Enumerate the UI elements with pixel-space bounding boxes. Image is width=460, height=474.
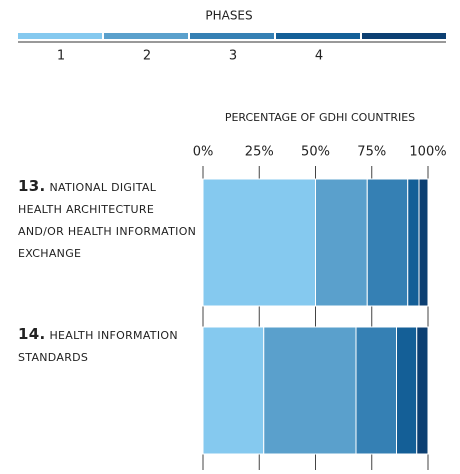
- category-number: 13.: [18, 177, 46, 195]
- category-text: HEALTH INFORMATION STANDARDS: [18, 329, 178, 364]
- bar-segment: [355, 326, 397, 455]
- bar-segment: [366, 178, 409, 307]
- legend-swatch: [104, 33, 188, 39]
- category-number: 14.: [18, 325, 46, 343]
- bar-segment: [396, 326, 418, 455]
- bar-segment: [418, 178, 429, 307]
- legend-swatch: [362, 33, 446, 39]
- legend-label: 4: [315, 49, 323, 64]
- category-label: 13. NATIONAL DIGITAL HEALTH ARCHITECTURE …: [18, 175, 203, 265]
- legend-label: 1: [57, 49, 65, 64]
- x-tick-label: 25%: [245, 145, 274, 160]
- x-tick-label: 50%: [301, 145, 330, 160]
- x-tick-label: 0%: [193, 145, 214, 160]
- bar-segment: [263, 326, 357, 455]
- category-label: 14. HEALTH INFORMATION STANDARDS: [18, 323, 203, 369]
- legend-swatch: [18, 33, 102, 39]
- bar-segment: [407, 178, 420, 307]
- bar-segment: [202, 326, 265, 455]
- category-text: NATIONAL DIGITAL HEALTH ARCHITECTURE AND…: [18, 181, 197, 260]
- bar-segment: [416, 326, 429, 455]
- legend-swatch: [190, 33, 274, 39]
- x-tick-label: 75%: [357, 145, 386, 160]
- legend-label: 3: [229, 49, 237, 64]
- x-tick-label: 100%: [409, 145, 446, 160]
- legend-label: 2: [143, 49, 151, 64]
- x-axis-title: PERCENTAGE OF GDHI COUNTRIES: [225, 111, 415, 124]
- legend-swatch: [276, 33, 360, 39]
- bar-segment: [202, 178, 316, 307]
- bar-segment: [315, 178, 368, 307]
- legend-title: PHASES: [205, 9, 252, 23]
